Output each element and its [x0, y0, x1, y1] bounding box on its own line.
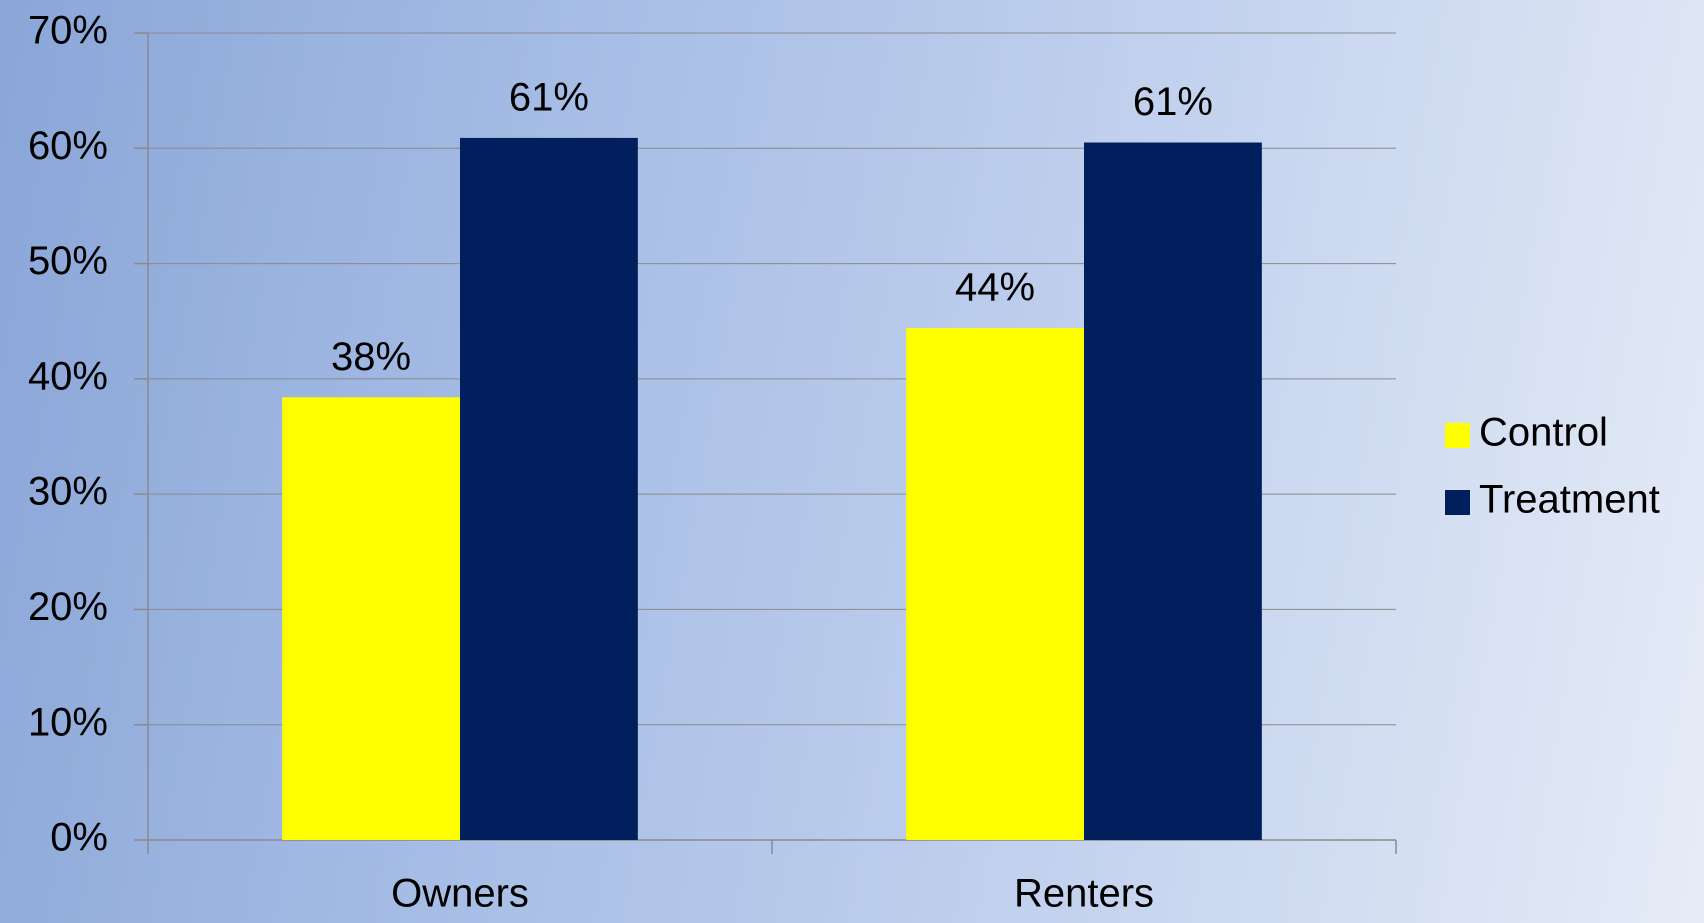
y-tick-label: 30%: [28, 470, 108, 514]
y-tick-label: 40%: [28, 354, 108, 398]
x-tick-label: Owners: [391, 872, 529, 916]
data-label: 44%: [955, 266, 1035, 310]
legend-label: Treatment: [1479, 478, 1660, 522]
legend-swatch: [1445, 423, 1470, 448]
y-tick-label: 60%: [28, 124, 108, 168]
y-tick-label: 50%: [28, 239, 108, 283]
y-tick-label: 70%: [28, 9, 108, 53]
x-tick-label: Renters: [1014, 872, 1154, 916]
data-label: 38%: [331, 335, 411, 379]
legend-swatch: [1445, 490, 1470, 515]
bar: [282, 397, 460, 840]
y-tick-label: 20%: [28, 585, 108, 629]
data-label: 61%: [509, 75, 589, 119]
bar: [460, 137, 638, 840]
bar: [906, 328, 1084, 840]
legend-label: Control: [1479, 411, 1608, 455]
bar: [1084, 142, 1262, 840]
data-label: 61%: [1133, 80, 1213, 124]
y-tick-label: 0%: [50, 816, 108, 860]
y-tick-label: 10%: [28, 700, 108, 744]
